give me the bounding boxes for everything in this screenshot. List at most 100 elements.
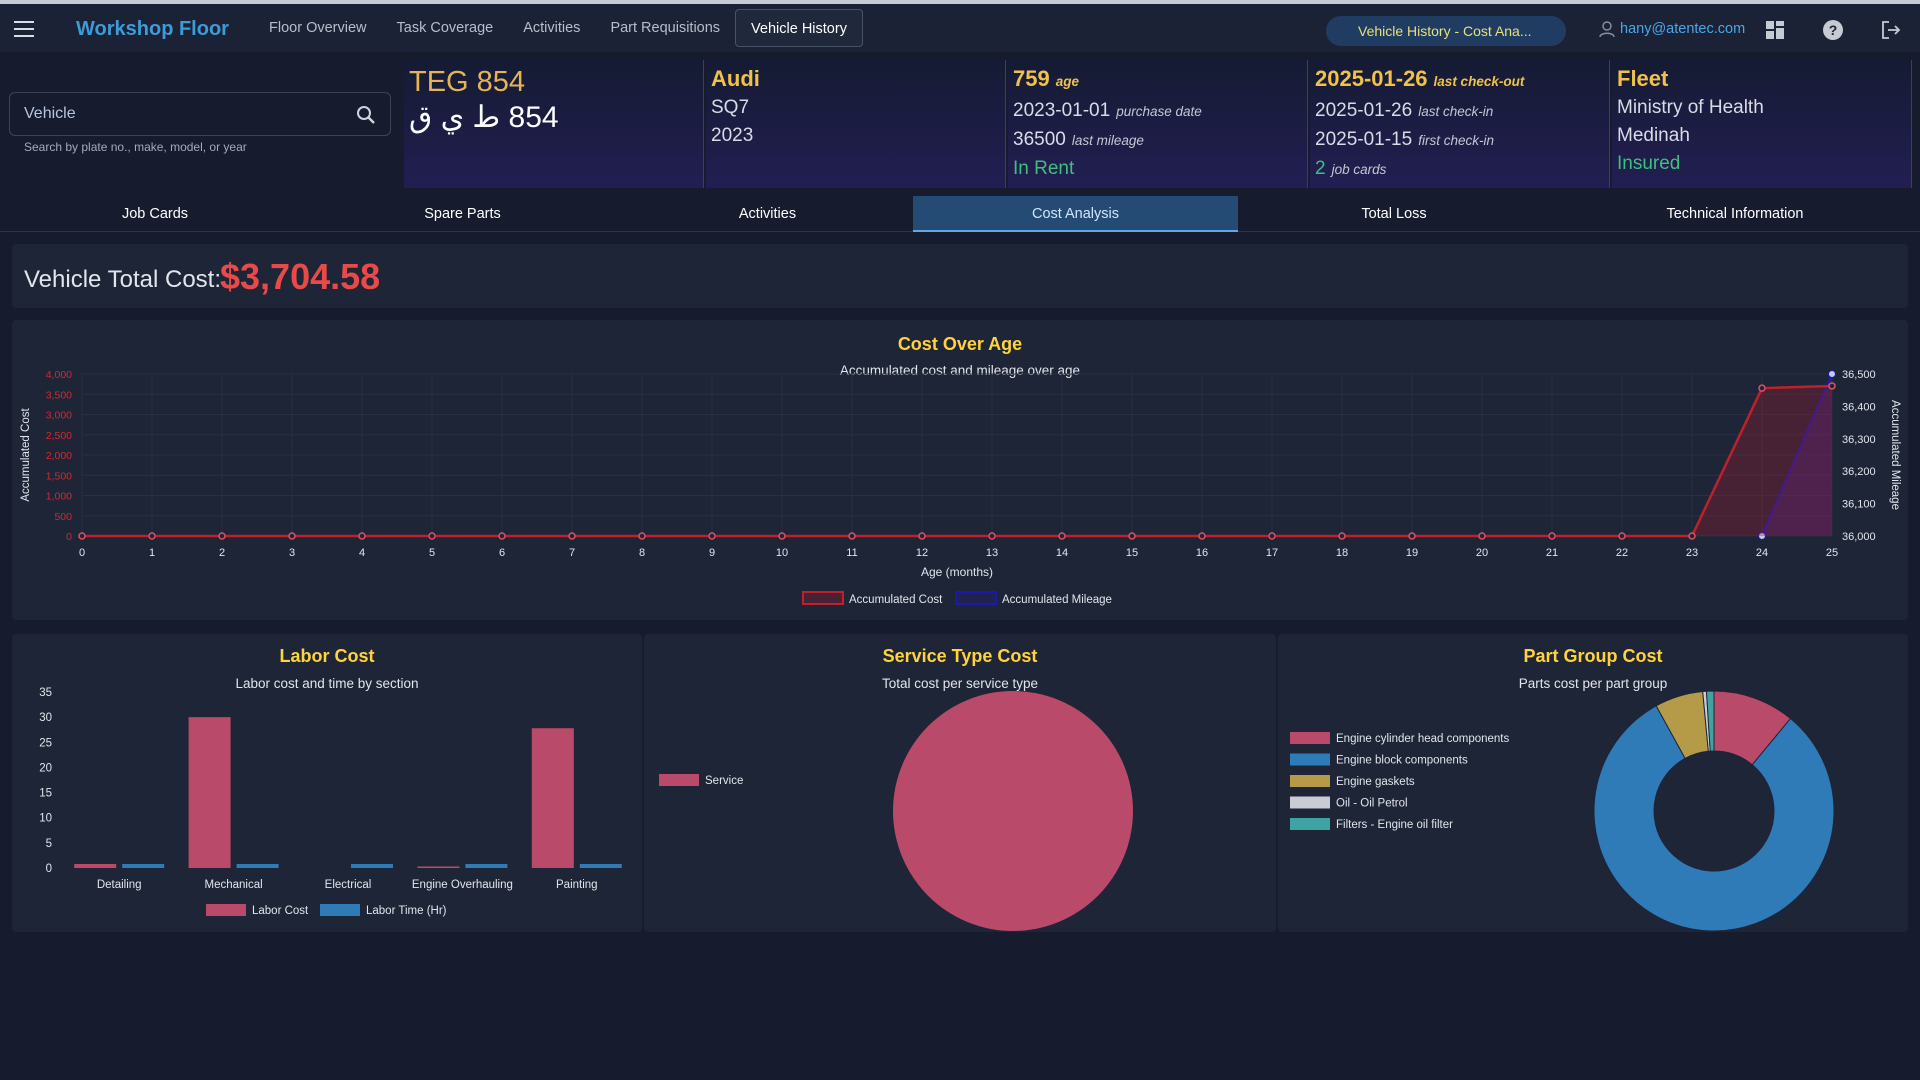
bar-labor-time (465, 863, 508, 868)
part-group-title: Part Group Cost (1523, 646, 1663, 666)
total-cost-card: Vehicle Total Cost: $3,704.58 (12, 244, 1908, 308)
tab-total-loss[interactable]: Total Loss (1361, 206, 1427, 222)
x-tick-label: 17 (1266, 547, 1278, 559)
y-tick-label: 10 (39, 813, 52, 825)
y-tick-label: 500 (54, 511, 72, 523)
x-tick-label: 4 (359, 547, 365, 559)
x-tick-label: Mechanical (205, 879, 263, 891)
x-tick-label: 18 (1336, 547, 1348, 559)
service-type-card: Service Type Cost Total cost per service… (644, 634, 1276, 932)
x-tick-label: 2 (219, 547, 225, 559)
bar-labor-time (351, 863, 393, 868)
menu-item-part-requisitions[interactable]: Part Requisitions (610, 20, 721, 36)
cost-over-age-title: Cost Over Age (897, 334, 1023, 354)
job-cards-row: 2 job cards (1315, 155, 1604, 184)
svg-text:?: ? (1829, 22, 1838, 38)
vehicle-make: Audi (711, 66, 760, 91)
menu-item-vehicle-history[interactable]: Vehicle History (735, 9, 863, 47)
legend-label: Engine cylinder head components (1336, 733, 1510, 745)
tab-technical-information[interactable]: Technical Information (1666, 206, 1804, 222)
legend-swatch (1290, 732, 1330, 744)
bar-labor-time (122, 863, 165, 868)
job-cards-count: 2 (1315, 158, 1326, 179)
plate-panel: TEG 854 854 ط ي ق (404, 60, 704, 188)
last-checkin-row: 2025-01-26 last check-in (1315, 97, 1604, 126)
cost-point (988, 532, 996, 540)
y-tick-label: 25 (39, 737, 52, 749)
y2-tick-label: 36,300 (1842, 434, 1876, 446)
fleet-city: Medinah (1617, 125, 1690, 146)
context-pill[interactable]: Vehicle History - Cost Ana... (1326, 16, 1566, 46)
search-icon[interactable] (356, 105, 376, 125)
search-hint: Search by plate no., make, model, or yea… (24, 140, 247, 154)
legend-swatch-cost (802, 591, 844, 605)
labor-cost-chart: 0 5 10 15 20 25 30 35 Detailing Mechanical Electri… (39, 687, 622, 917)
x-tick-label: Electrical (325, 879, 372, 891)
legend-swatch (1290, 753, 1330, 766)
make-panel: Audi SQ7 2023 (706, 60, 1006, 188)
age-value: 759 (1013, 66, 1050, 91)
legend-label: Service (705, 775, 743, 787)
cost-point (778, 532, 786, 540)
menu-item-floor-overview[interactable]: Floor Overview (269, 20, 367, 36)
pie-slice (893, 691, 1133, 931)
legend-swatch-labor-time (320, 904, 360, 916)
rent-status: In Rent (1013, 158, 1075, 179)
legend-label: Filters - Engine oil filter (1336, 819, 1453, 831)
help-icon[interactable]: ? (1822, 19, 1844, 41)
legend-label: Oil - Oil Petrol (1336, 798, 1408, 810)
legend-label-cost: Accumulated Cost (849, 594, 943, 606)
cost-point (288, 532, 296, 540)
last-checkout-date: 2025-01-26 (1315, 66, 1428, 91)
x-tick-label: 9 (709, 547, 715, 559)
x-tick-label: 7 (569, 547, 575, 559)
tab-job-cards[interactable]: Job Cards (121, 206, 189, 222)
main-menu: Floor Overview Task Coverage Activities … (254, 9, 863, 47)
legend-label-labor-time: Labor Time (Hr) (366, 905, 447, 917)
bar-labor-cost (188, 717, 231, 868)
x-axis-label: Age (months) (921, 565, 993, 579)
vehicle-search-box[interactable] (9, 92, 391, 136)
vehicle-model: SQ7 (711, 97, 750, 118)
part-group-subtitle: Parts cost per part group (1518, 676, 1668, 691)
cost-point (1758, 384, 1766, 392)
fleet-title: Fleet (1617, 66, 1669, 91)
tab-cost-analysis[interactable]: Cost Analysis (913, 196, 1238, 232)
last-checkin-date: 2025-01-26 (1315, 100, 1413, 121)
y-tick-label: 4,000 (46, 369, 72, 381)
x-tick-label: 3 (289, 547, 295, 559)
menu-item-task-coverage[interactable]: Task Coverage (396, 20, 494, 36)
x-tick-label: 12 (916, 547, 928, 559)
tab-spare-parts[interactable]: Spare Parts (424, 206, 501, 222)
y-tick-label: 15 (39, 788, 52, 800)
legend-label: Engine block components (1336, 755, 1468, 767)
tab-activities[interactable]: Activities (738, 206, 797, 222)
cost-point (358, 532, 366, 540)
part-group-card: Part Group Cost Parts cost per part grou… (1278, 634, 1908, 932)
user-account[interactable]: hany@atentec.com (1598, 20, 1745, 38)
legend-label: Engine gaskets (1336, 776, 1415, 788)
brand-title[interactable]: Workshop Floor (76, 18, 229, 40)
x-tick-label: 8 (639, 547, 645, 559)
logout-icon[interactable] (1880, 19, 1902, 41)
y-tick-label: 3,500 (46, 389, 72, 401)
x-tick-label: 5 (429, 547, 435, 559)
cost-point (428, 532, 436, 540)
x-tick-label: 16 (1196, 547, 1208, 559)
bar-labor-time (579, 863, 622, 868)
legend-label-labor-cost: Labor Cost (252, 905, 309, 917)
y2-tick-label: 36,100 (1842, 499, 1876, 511)
y2-tick-label: 36,200 (1842, 466, 1876, 478)
y2-tick-label: 36,000 (1842, 531, 1876, 543)
top-accent-line (0, 0, 1920, 4)
dashboard-icon[interactable] (1764, 19, 1786, 41)
cost-over-age-card: Cost Over Age Accumulated cost and milea… (12, 320, 1908, 620)
hamburger-menu-icon[interactable] (14, 21, 34, 37)
menu-item-activities[interactable]: Activities (523, 20, 581, 36)
legend-swatch-labor-cost (206, 904, 246, 916)
cost-point (568, 532, 576, 540)
x-tick-label: 1 (149, 547, 155, 559)
bar-labor-cost (74, 863, 117, 868)
mileage-row: 36500 last mileage (1013, 126, 1302, 155)
vehicle-search-input[interactable] (24, 105, 344, 123)
